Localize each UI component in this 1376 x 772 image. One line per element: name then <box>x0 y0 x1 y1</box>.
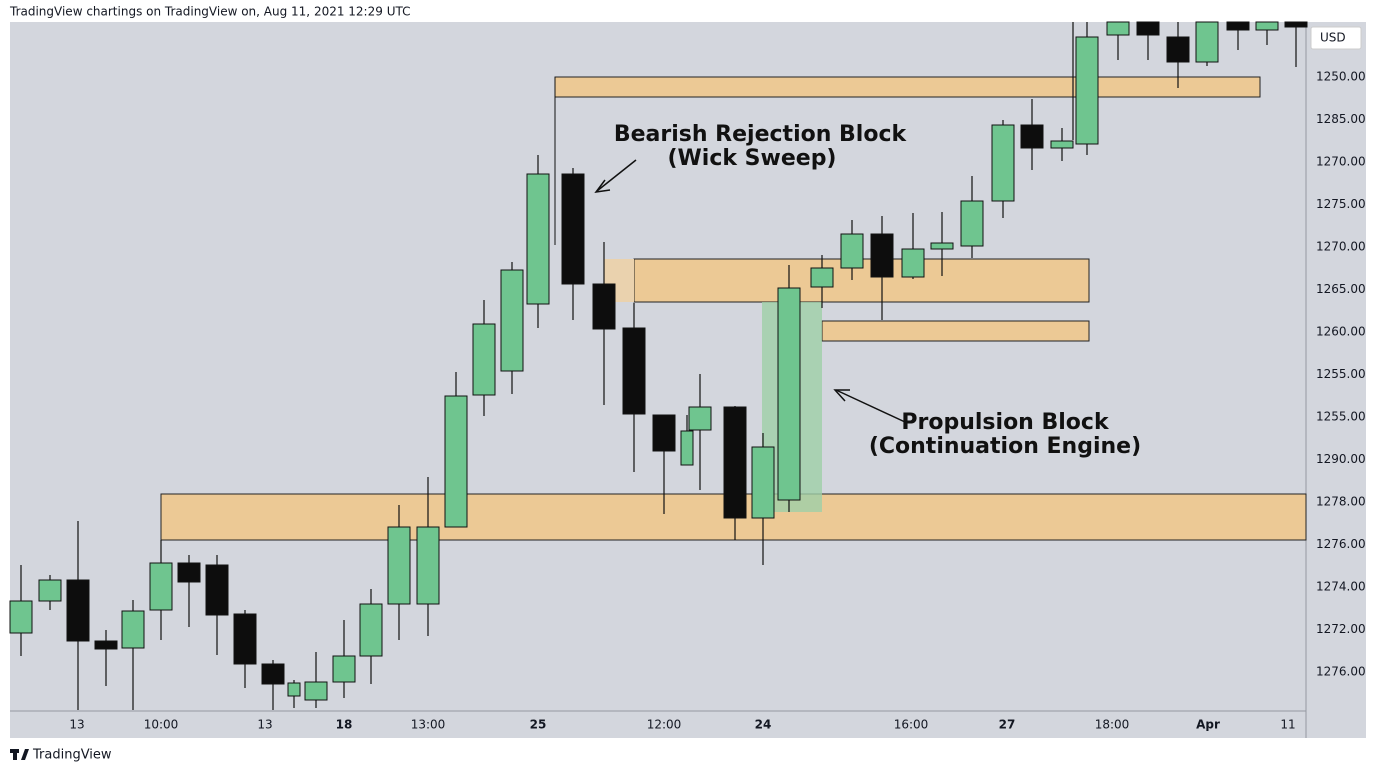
time-label: 12:00 <box>647 718 682 732</box>
arrow-head <box>833 389 850 402</box>
time-label: 27 <box>999 718 1016 732</box>
candle-body <box>1050 140 1074 149</box>
candle-body <box>500 269 524 372</box>
candle-body <box>287 682 301 697</box>
candle-body <box>991 124 1015 202</box>
candle-body <box>332 655 356 683</box>
candle-body <box>652 414 676 452</box>
arrow-head <box>594 179 611 193</box>
price-label: 1250.00 <box>1316 70 1366 84</box>
candle-body <box>1195 21 1219 63</box>
candle-body <box>1166 36 1190 63</box>
candle-body <box>840 233 864 269</box>
candle-body <box>261 663 285 685</box>
price-label: 1275.00 <box>1316 197 1366 211</box>
candle-body <box>233 613 257 665</box>
footer-logo <box>10 749 29 760</box>
candle-body <box>960 200 984 247</box>
annotation: Bearish Rejection Block <box>614 122 908 147</box>
currency-box[interactable] <box>1310 26 1362 50</box>
candle-body <box>1020 124 1044 149</box>
candle-body <box>472 323 496 396</box>
candle-body <box>1136 21 1160 36</box>
candle-body <box>1284 21 1308 28</box>
time-label: 13:00 <box>411 718 446 732</box>
annotation: (Continuation Engine) <box>869 434 1141 459</box>
price-label: 1276.00 <box>1316 537 1366 551</box>
time-label: 11 <box>1280 718 1295 732</box>
candle-body <box>870 233 894 278</box>
price-label: 1276.00 <box>1316 665 1366 679</box>
price-label: 1260.00 <box>1316 325 1366 339</box>
candle-body <box>592 283 616 330</box>
candle-body <box>930 242 954 250</box>
candle-body <box>444 395 468 528</box>
price-label: 1270.00 <box>1316 155 1366 169</box>
price-label: 1272.00 <box>1316 622 1366 636</box>
candle-body <box>561 173 585 285</box>
price-axis: 1250.00 1285.00 1270.00 1275.00 1270.00 1265.… <box>1316 70 1366 679</box>
price-label: 1278.00 <box>1316 495 1366 509</box>
time-label: 16:00 <box>894 718 929 732</box>
candle-body <box>810 267 834 288</box>
zone <box>821 320 1090 342</box>
candle-body <box>177 562 201 583</box>
zone <box>554 76 1261 98</box>
time-label: 13 <box>69 718 84 732</box>
candle-body <box>205 564 229 616</box>
arrow <box>596 159 637 192</box>
time-label: 18 <box>336 718 353 732</box>
candle-body <box>9 600 33 634</box>
time-label: 18:00 <box>1095 718 1130 732</box>
price-label: 1255.00 <box>1316 367 1366 381</box>
candle-body <box>1255 21 1279 31</box>
candle-body <box>94 640 118 650</box>
candle-body <box>688 406 712 431</box>
time-label: Apr <box>1196 718 1220 732</box>
candle-body <box>622 327 646 415</box>
candle-body <box>1226 21 1250 31</box>
candle-body <box>1106 21 1130 36</box>
price-label: 1265.00 <box>1316 282 1366 296</box>
time-axis: 13 10:00 13 18 13:00 25 12:00 24 16:00 27 18:00 Apr… <box>69 718 1295 732</box>
candle-body <box>38 579 62 602</box>
annotation: Propulsion Block <box>901 410 1110 435</box>
candle-body <box>416 526 440 605</box>
candle-body <box>66 579 90 642</box>
price-label: 1290.00 <box>1316 452 1366 466</box>
candle-body <box>304 681 328 701</box>
candle-body <box>149 562 173 611</box>
header-title: TradingView chartings on TradingView on,… <box>9 5 410 19</box>
candle-body <box>723 406 747 519</box>
price-label: 1255.00 <box>1316 410 1366 424</box>
candle-body <box>387 526 411 605</box>
annotation: (Wick Sweep) <box>667 146 836 171</box>
candle-body <box>121 610 145 649</box>
candle-body <box>901 248 925 278</box>
currency: USD <box>1320 31 1346 45</box>
price-label: 1270.00 <box>1316 240 1366 254</box>
candle-body <box>751 446 775 519</box>
candles <box>9 21 1308 710</box>
candle-body <box>359 603 383 657</box>
candle-body <box>1075 36 1099 145</box>
time-label: 24 <box>755 718 772 732</box>
footer-brand: TradingView <box>32 748 112 763</box>
time-label: 25 <box>530 718 547 732</box>
candle-body <box>777 287 801 501</box>
candle-body <box>526 173 550 305</box>
arrow <box>835 389 906 423</box>
time-label: 10:00 <box>144 718 179 732</box>
time-label: 13 <box>257 718 272 732</box>
price-label: 1285.00 <box>1316 112 1366 126</box>
candle-body <box>680 430 694 466</box>
price-label: 1274.00 <box>1316 580 1366 594</box>
